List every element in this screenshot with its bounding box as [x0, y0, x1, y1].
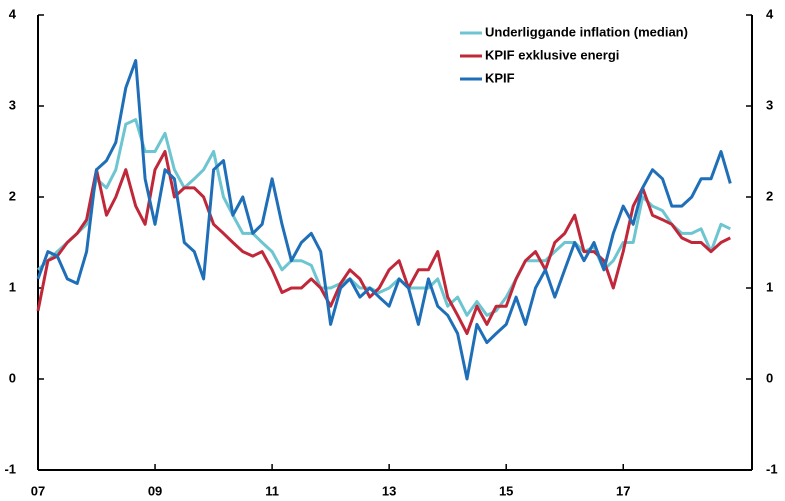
y-tick-label: -1: [4, 461, 16, 476]
y2-tick-label: 4: [766, 6, 774, 21]
x-tick-label: 11: [265, 483, 279, 498]
x-tick-label: 09: [148, 483, 162, 498]
legend-label: KPIF exklusive energi: [485, 47, 619, 62]
y-tick-label: 3: [9, 97, 16, 112]
y-tick-label: 0: [9, 370, 16, 385]
y-tick-label: 2: [9, 188, 16, 203]
series-line: [36, 59, 732, 381]
y2-tick-label: 2: [766, 188, 773, 203]
legend-label: Underliggande inflation (median): [485, 24, 688, 39]
x-tick-label: 13: [382, 483, 396, 498]
y2-tick-label: -1: [766, 461, 778, 476]
y-tick-label: 4: [9, 6, 17, 21]
y2-tick-label: 1: [766, 279, 773, 294]
x-tick-label: 07: [31, 483, 45, 498]
y2-tick-label: 3: [766, 97, 773, 112]
y2-tick-label: 0: [766, 370, 773, 385]
x-tick-label: 17: [616, 483, 630, 498]
legend-label: KPIF: [485, 70, 515, 85]
x-tick-label: 15: [499, 483, 513, 498]
y-tick-label: 1: [9, 279, 16, 294]
series-line: [36, 118, 731, 317]
series-line: [36, 150, 731, 335]
